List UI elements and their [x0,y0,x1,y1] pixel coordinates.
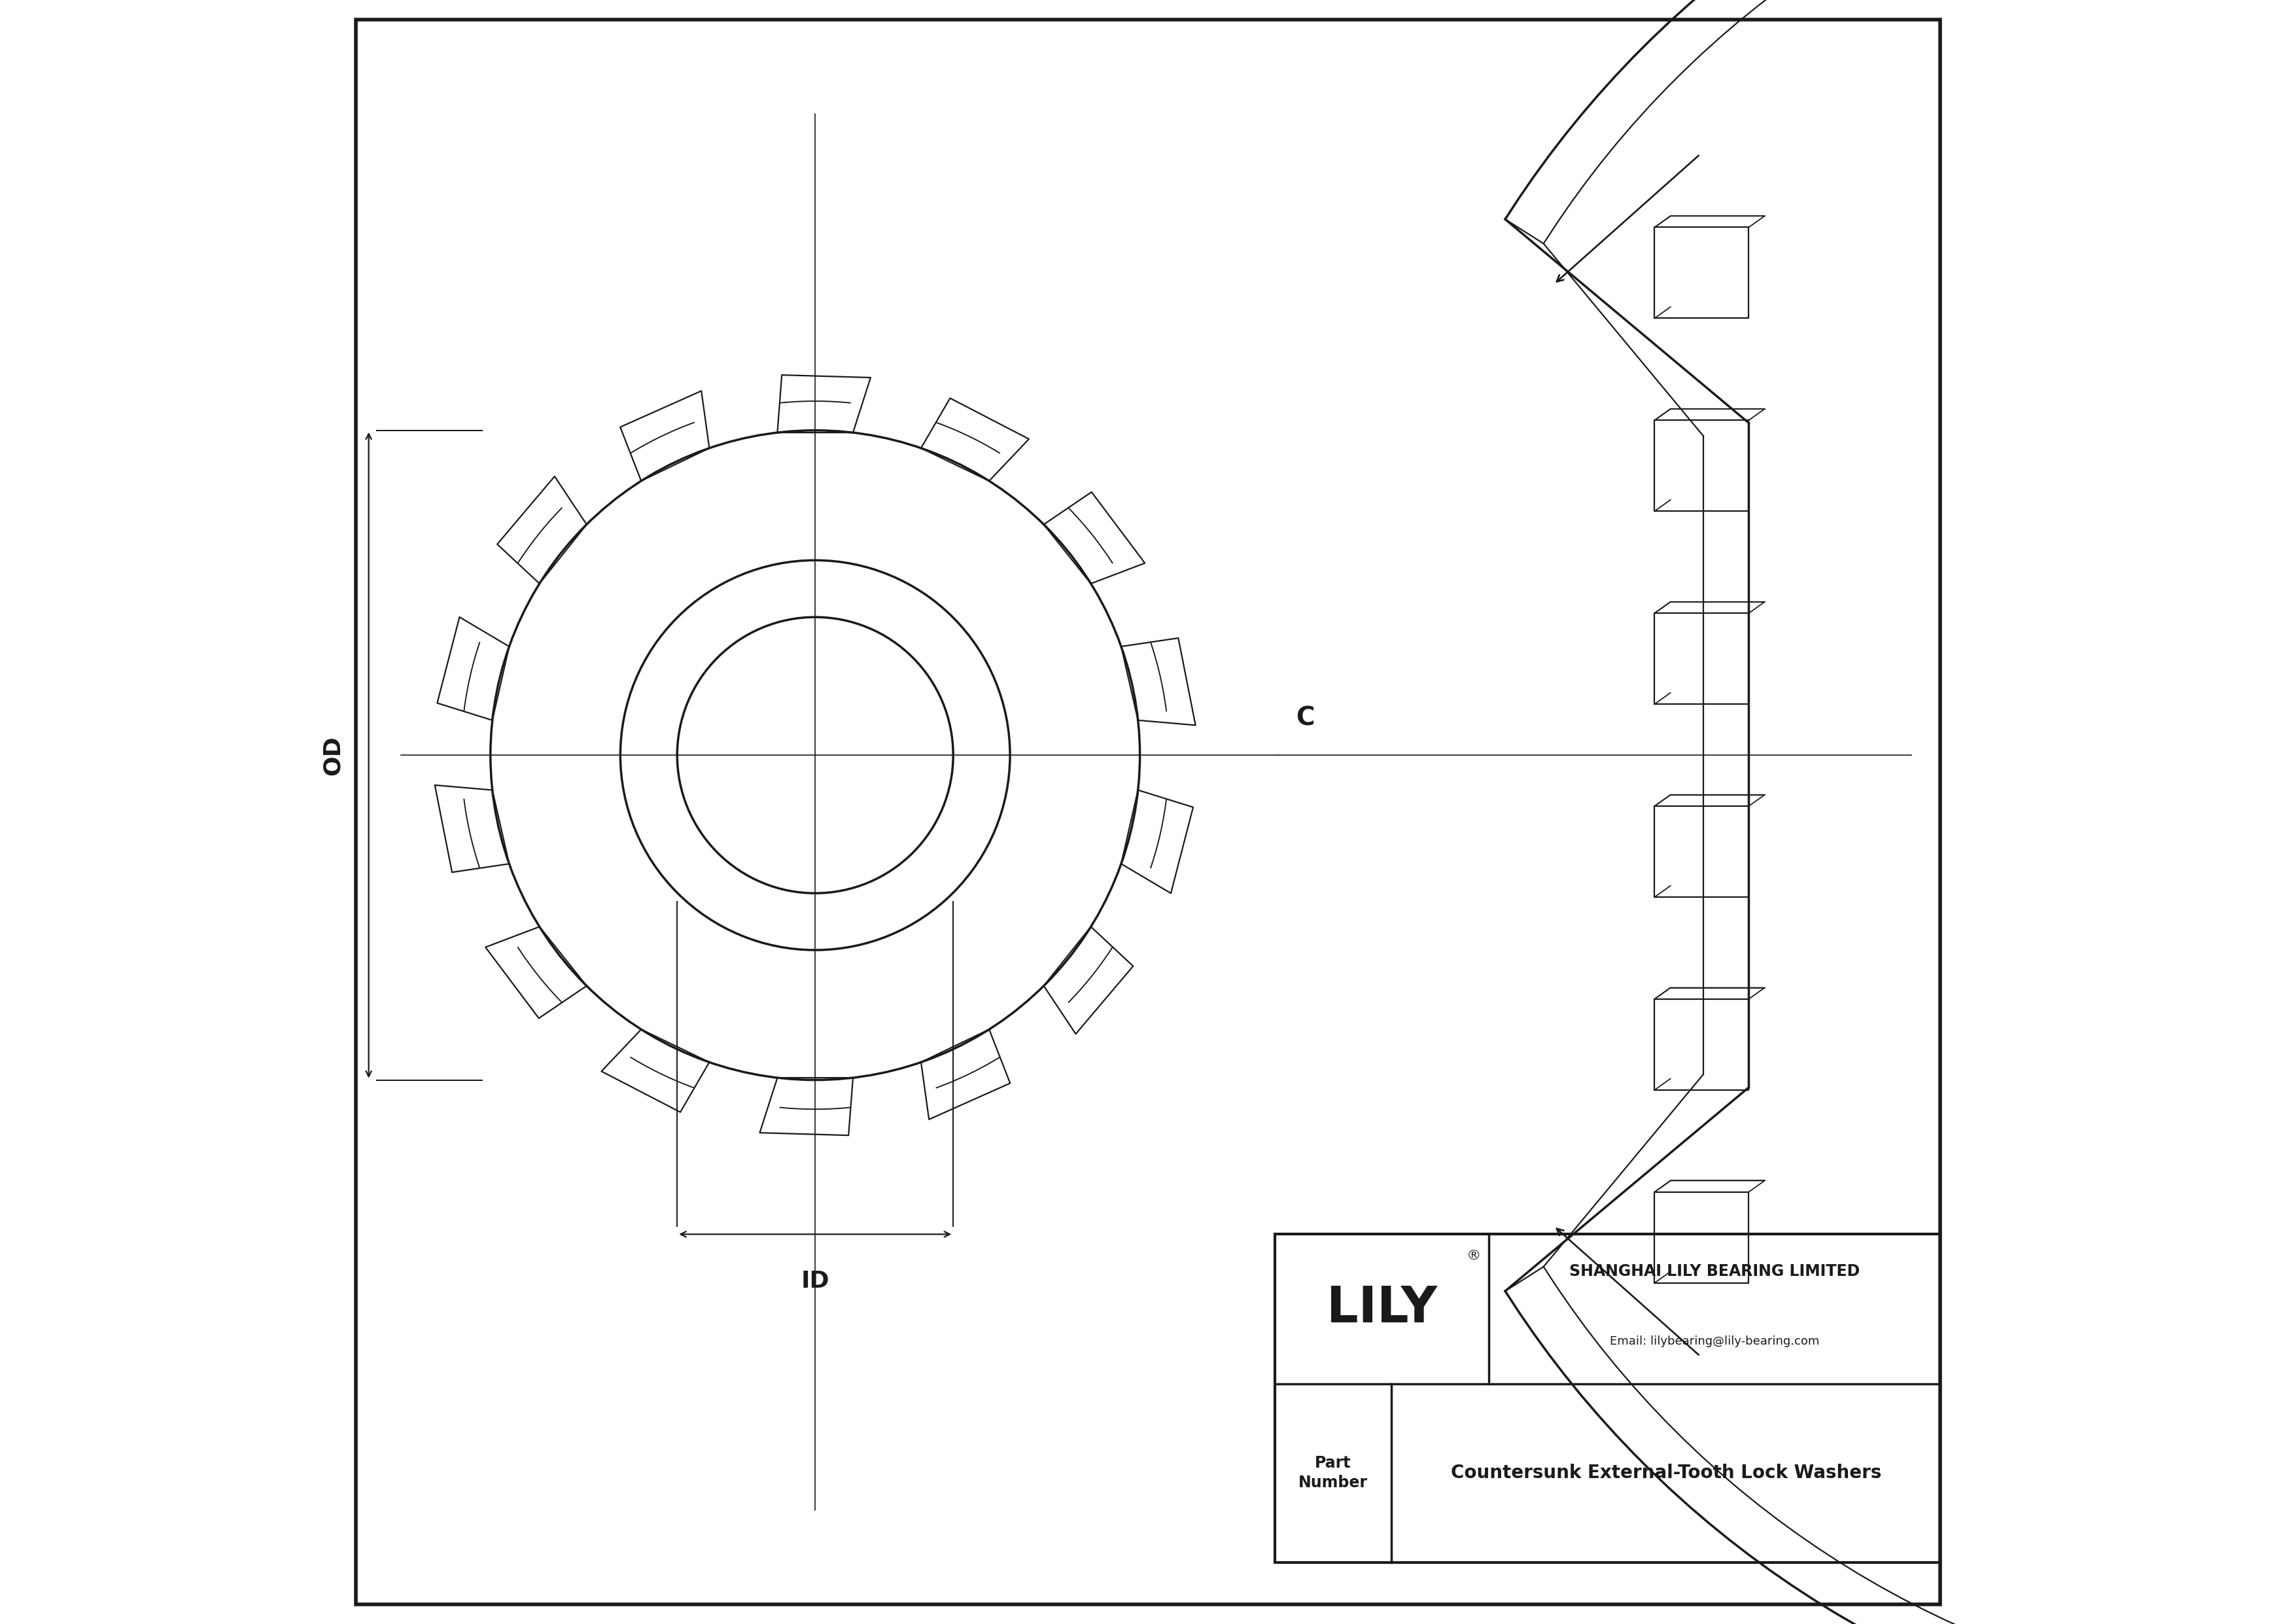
Text: LILY: LILY [1327,1285,1437,1333]
Text: Email: lilybearing@lily-bearing.com: Email: lilybearing@lily-bearing.com [1609,1335,1818,1348]
Text: Part
Number: Part Number [1300,1455,1368,1491]
Bar [1274,1234,1940,1562]
Text: Countersunk External-Tooth Lock Washers: Countersunk External-Tooth Lock Washers [1451,1463,1880,1483]
Text: C: C [1297,706,1316,731]
Text: SHANGHAI LILY BEARING LIMITED: SHANGHAI LILY BEARING LIMITED [1570,1263,1860,1280]
Text: OD: OD [321,736,344,775]
Text: ID: ID [801,1270,829,1293]
Text: ®: ® [1467,1249,1481,1262]
